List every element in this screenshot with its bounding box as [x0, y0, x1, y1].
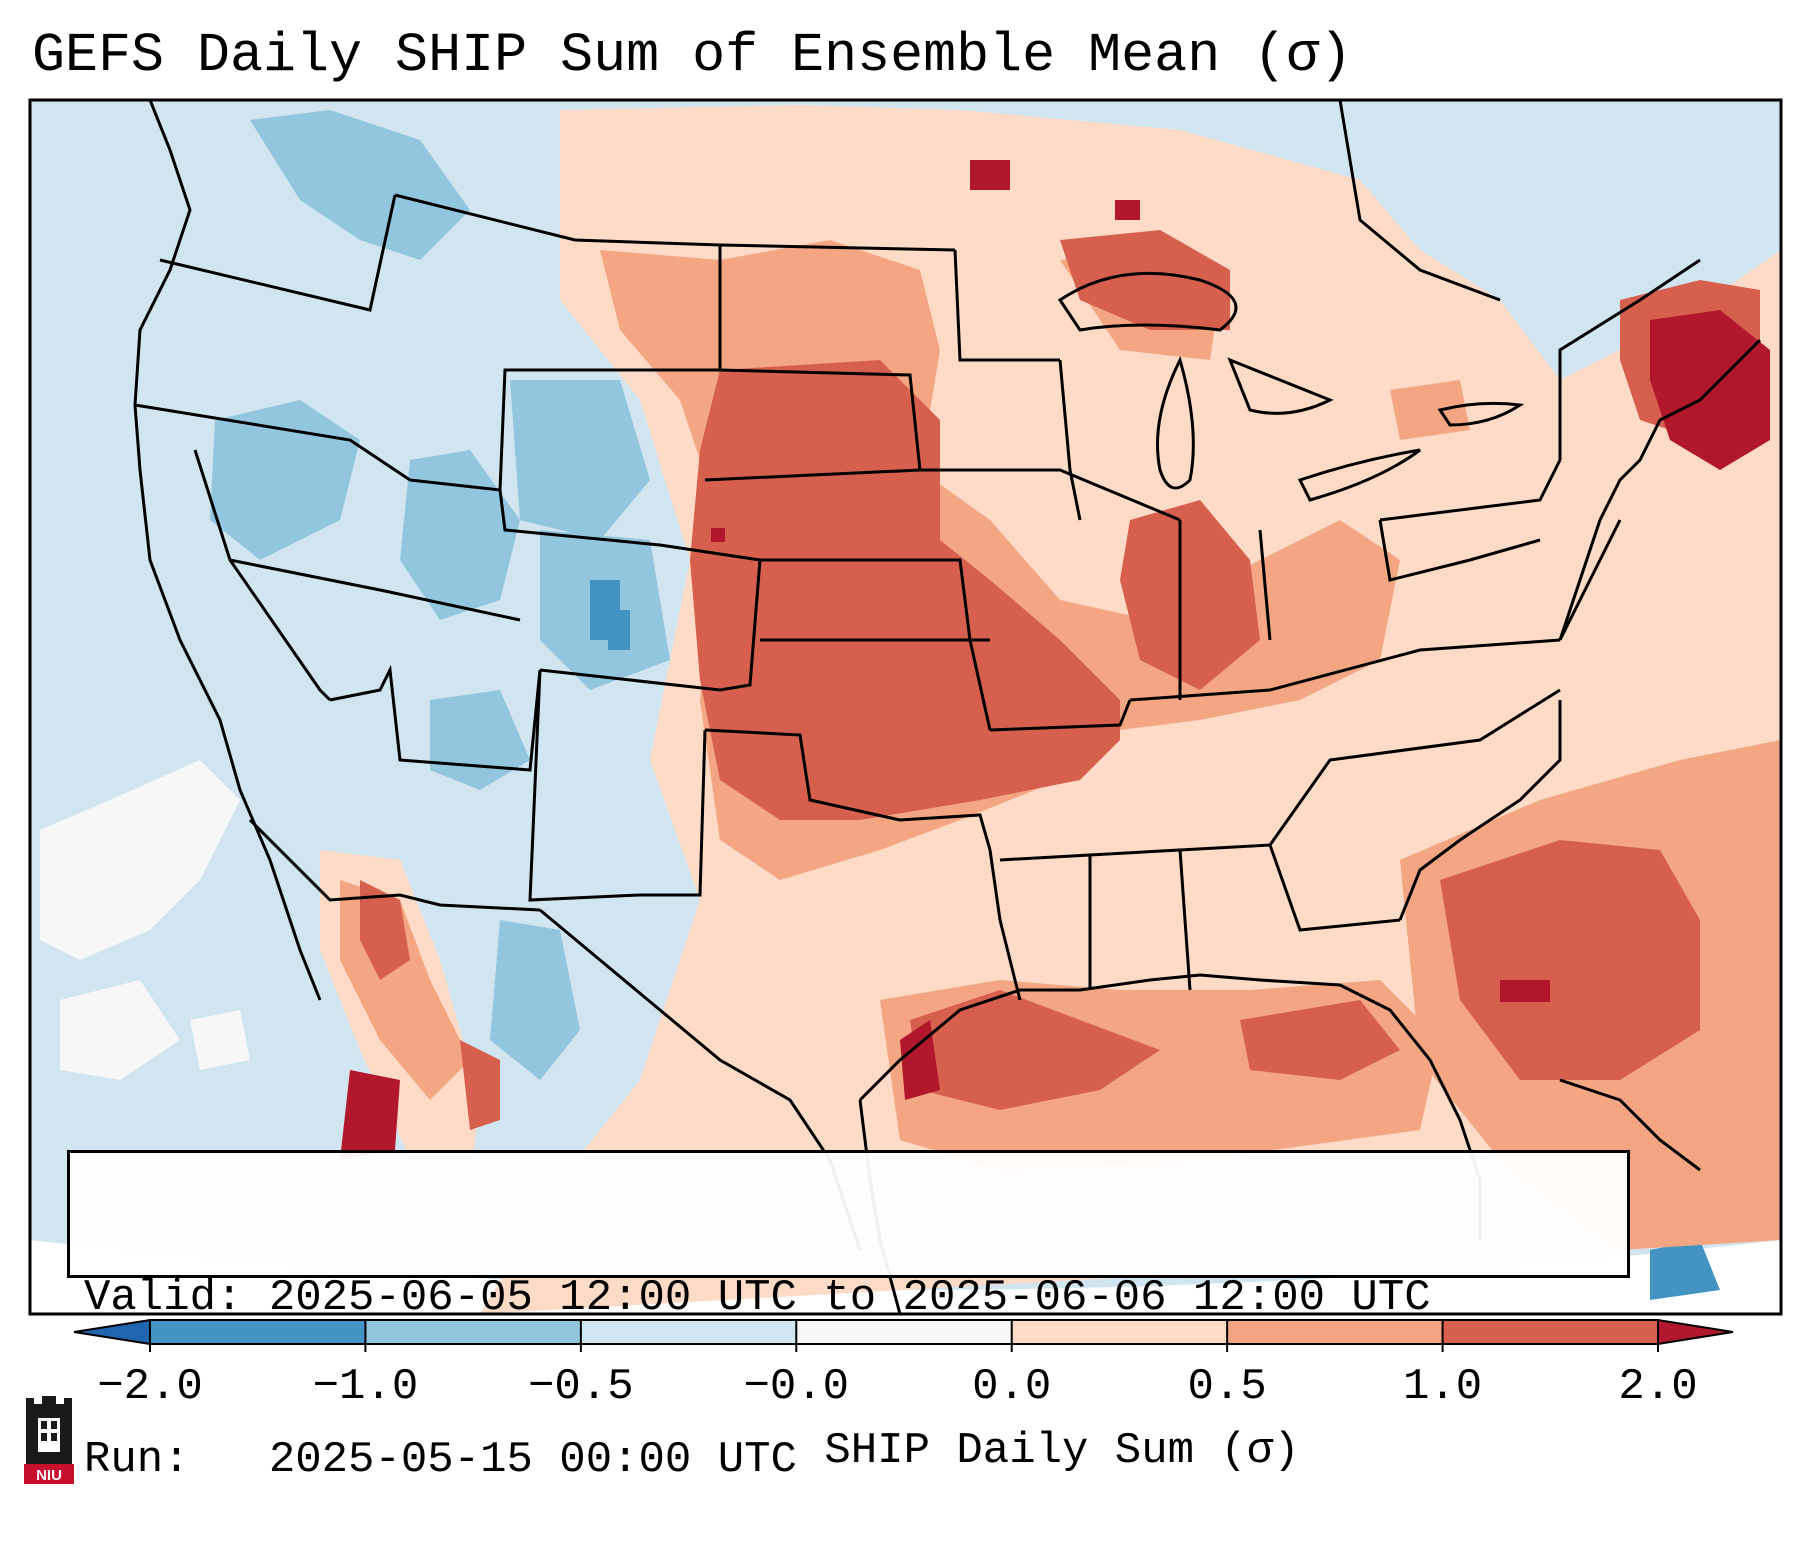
colorbar-segment	[1227, 1320, 1444, 1344]
colorbar	[73, 1318, 1734, 1352]
niu-logo-icon: NIU	[24, 1396, 74, 1484]
colorbar-segment	[150, 1320, 366, 1344]
colorbar-label: SHIP Daily Sum (σ)	[824, 1426, 1300, 1476]
valid-run-info-box: Valid: 2025-06-05 12:00 UTC to 2025-06-0…	[67, 1150, 1630, 1485]
run-row: Run: 2025-05-15 00:00 UTC	[84, 1433, 1613, 1487]
colorbar-segment	[796, 1320, 1013, 1344]
colorbar-tick-label: −0.0	[743, 1362, 850, 1412]
colorbar-segment	[1442, 1320, 1659, 1344]
valid-label: Valid:	[84, 1273, 243, 1323]
colorbar-segment	[1011, 1320, 1228, 1344]
projection-outer-area	[30, 1240, 1781, 1314]
map-title: GEFS Daily SHIP Sum of Ensemble Mean (σ)	[32, 24, 1353, 87]
colorbar-tick-label: 0.5	[1187, 1362, 1267, 1412]
great-lakes	[1057, 271, 1525, 502]
near-zero-patches	[40, 760, 250, 1080]
niu-logo-text: NIU	[36, 1467, 62, 1484]
colorbar-tick-label: 2.0	[1618, 1362, 1698, 1412]
run-value: 2025-05-15 00:00 UTC	[268, 1435, 797, 1485]
colorbar-tick-label: −2.0	[97, 1362, 203, 1412]
colorbar-tick-label: −1.0	[312, 1362, 419, 1412]
state-borders	[133, 100, 1762, 1001]
colorbar-tick-label: 0.0	[972, 1362, 1052, 1412]
ship-map	[28, 98, 1783, 1352]
colorbar-segment	[365, 1320, 582, 1344]
colorbar-segment	[580, 1320, 797, 1344]
run-label: Run:	[84, 1435, 190, 1485]
colorbar-tick-label: −0.5	[528, 1362, 634, 1412]
valid-row: Valid: 2025-06-05 12:00 UTC to 2025-06-0…	[84, 1271, 1613, 1325]
colorbar-tick-label: 1.0	[1402, 1362, 1483, 1412]
colorbar-over-triangle	[1657, 1318, 1734, 1346]
valid-value: 2025-06-05 12:00 UTC to 2025-06-06 12:00…	[268, 1273, 1431, 1323]
plot-frame	[28, 98, 1783, 1316]
